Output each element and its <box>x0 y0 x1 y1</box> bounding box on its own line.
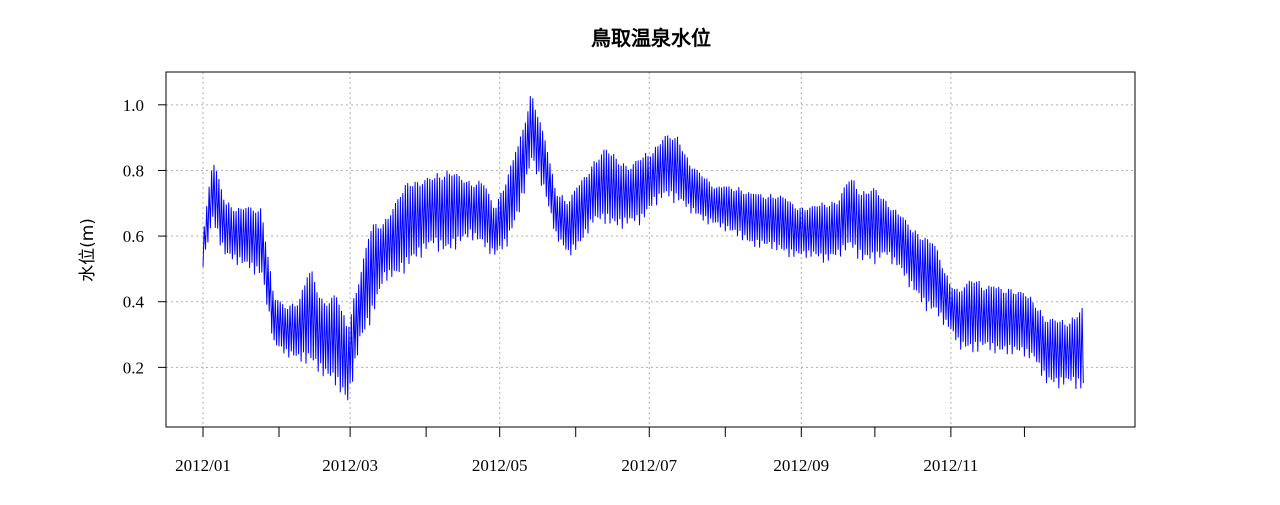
y-axis-label: 水位(m) <box>78 218 98 282</box>
chart-title: 鳥取温泉水位 <box>591 26 711 50</box>
y-tick-label-2: 0.6 <box>123 227 144 246</box>
y-tick-label-0: 0.2 <box>123 358 144 377</box>
y-tick-label-3: 0.8 <box>123 161 144 180</box>
y-axis: 0.2 0.4 0.6 0.8 1.0 <box>123 96 166 377</box>
x-tick-label-5: 2012/11 <box>923 456 978 475</box>
y-tick-label-4: 1.0 <box>123 96 144 115</box>
series-water-level <box>202 96 1084 401</box>
x-tick-label-3: 2012/07 <box>621 456 677 475</box>
series-line <box>202 96 1084 401</box>
x-tick-label-0: 2012/01 <box>175 456 231 475</box>
x-tick-label-1: 2012/03 <box>322 456 378 475</box>
x-tick-label-2: 2012/05 <box>472 456 528 475</box>
grid-lines <box>166 72 1135 427</box>
plot-frame <box>165 71 1136 428</box>
y-tick-label-1: 0.4 <box>123 293 145 312</box>
x-axis: 2012/01 2012/03 2012/05 2012/07 2012/09 2012/… <box>175 427 1025 475</box>
x-tick-label-4: 2012/09 <box>773 456 829 475</box>
